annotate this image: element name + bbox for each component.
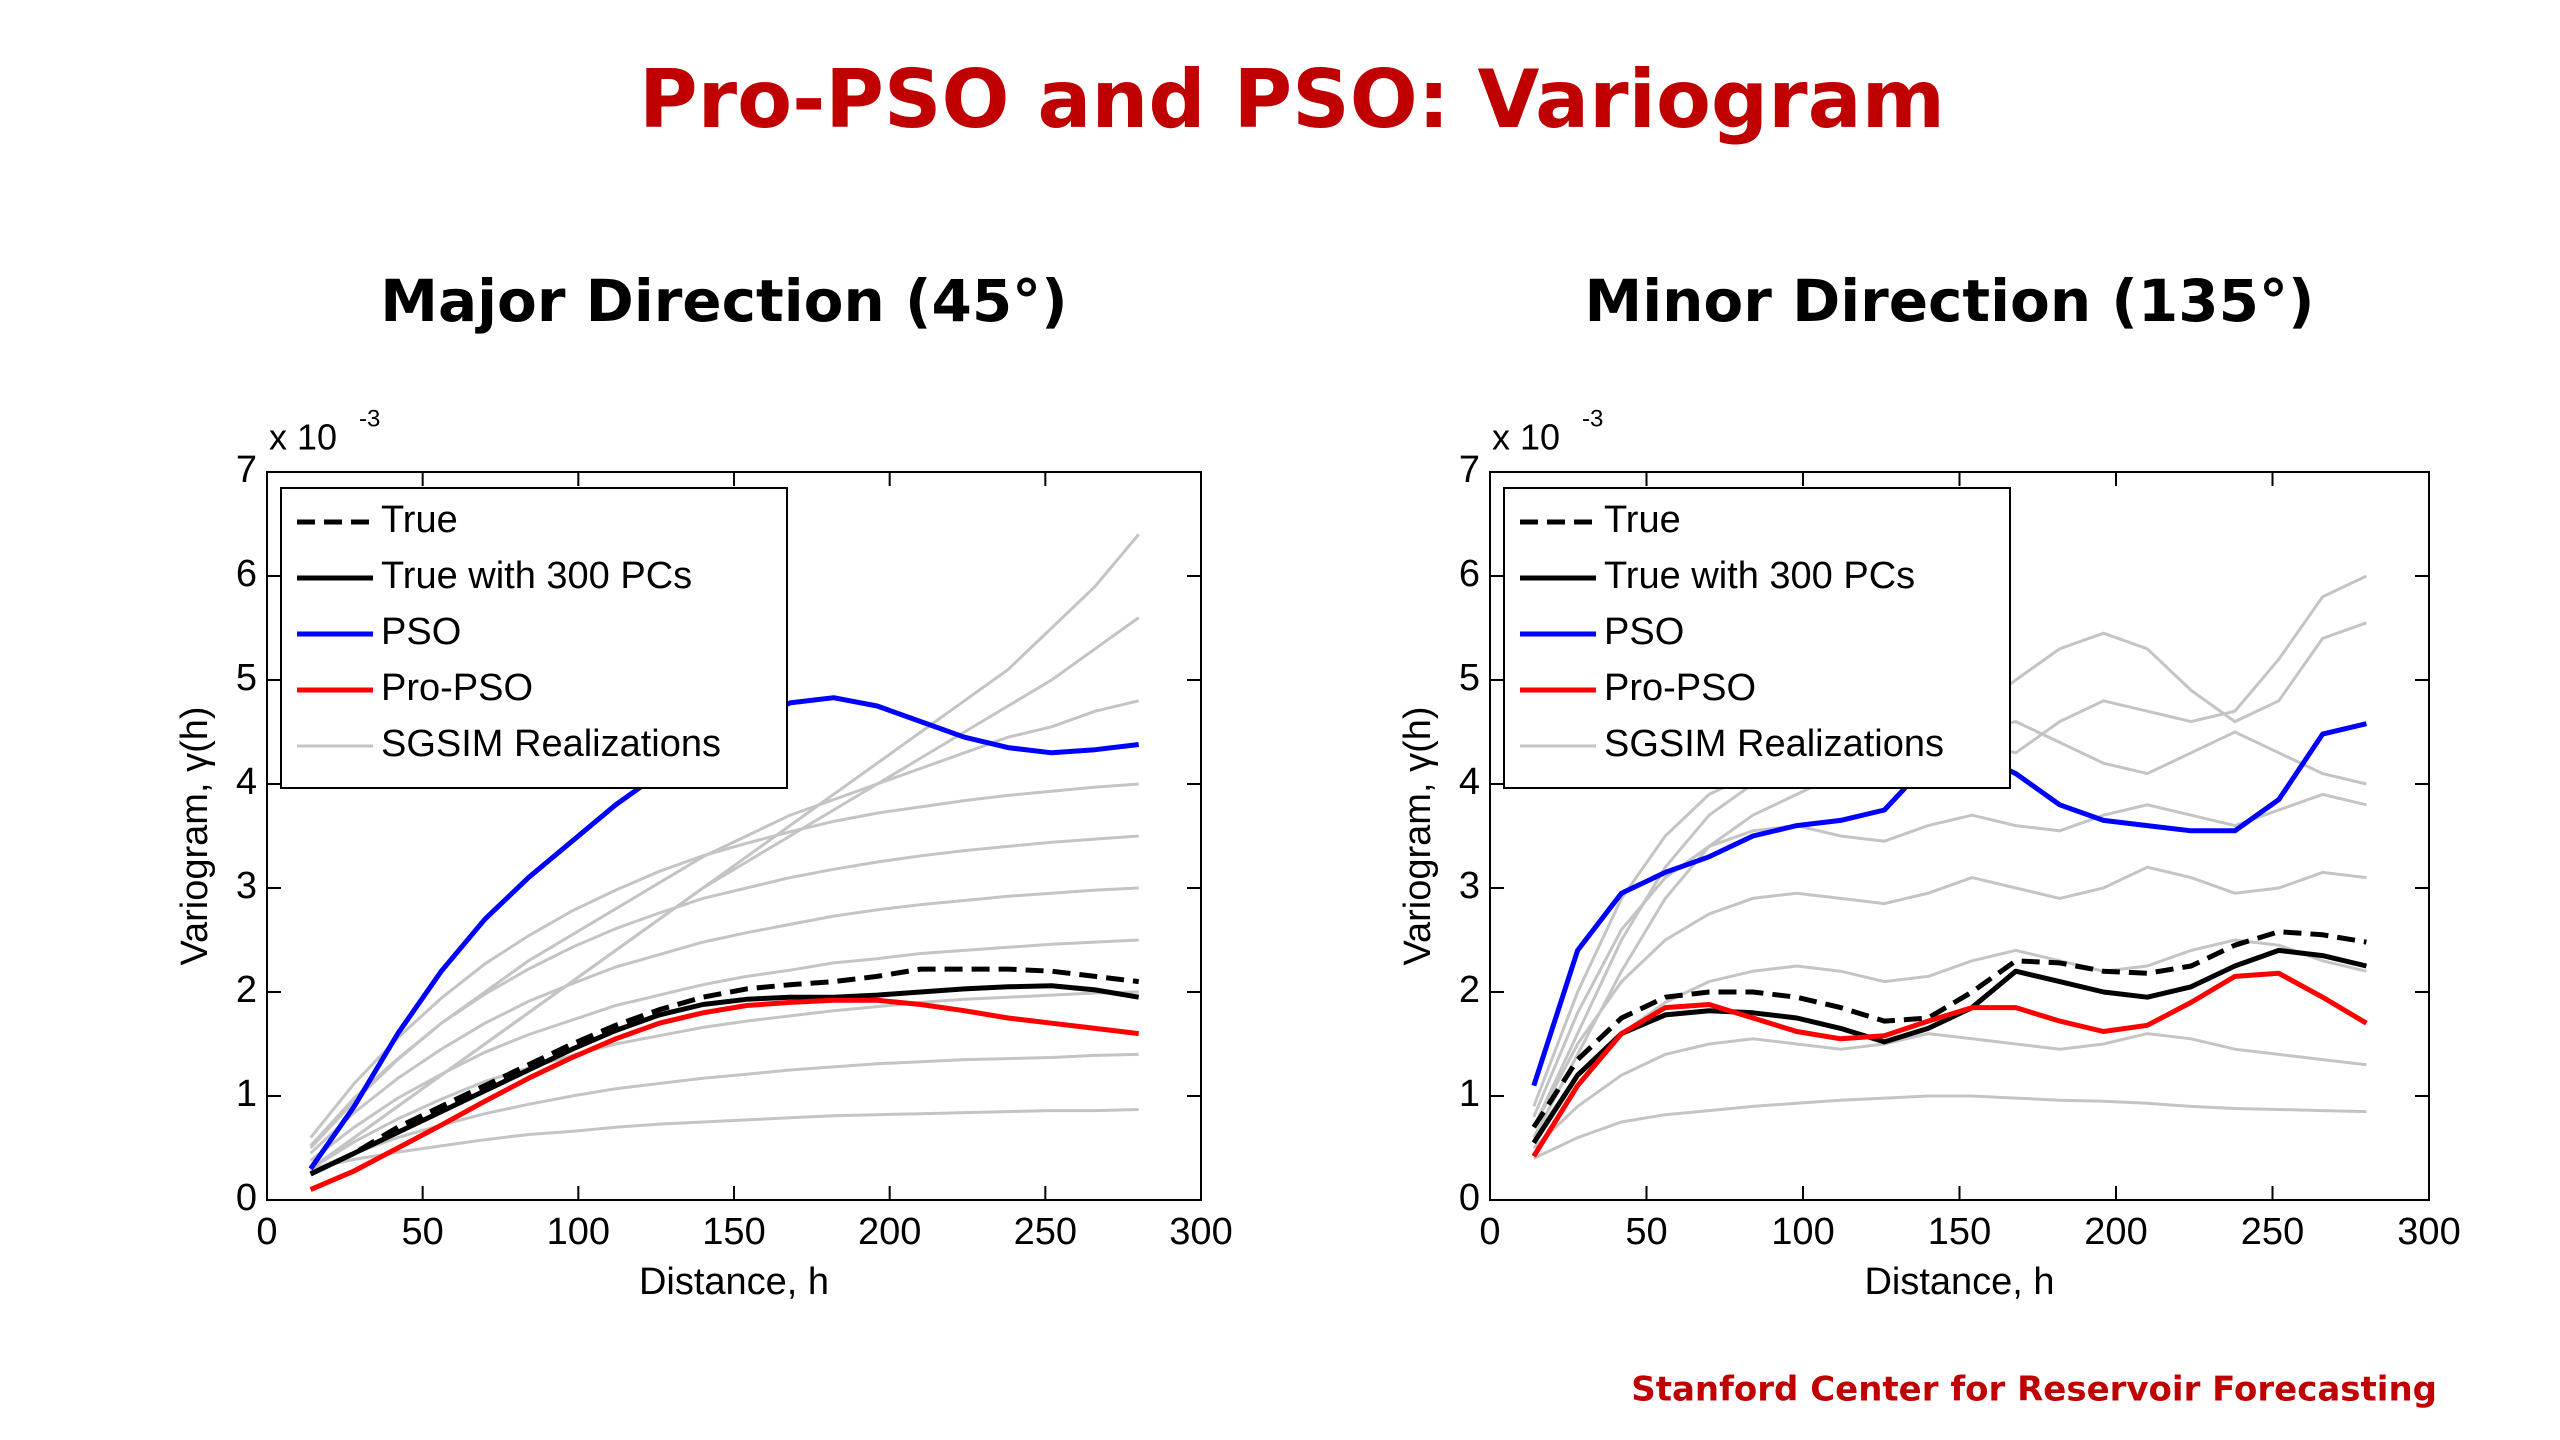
y-tick-label: 2: [1459, 969, 1480, 1011]
chart: Minor Direction (135°)0 50 100 150 200 250 300…: [1397, 267, 2461, 1303]
y-tick-label: 7: [236, 449, 257, 491]
legend-label: True: [1604, 499, 1681, 541]
realization-line: [309, 886, 1139, 1155]
y-tick-label: 0: [236, 1177, 257, 1219]
x-tick-label: 100: [547, 1211, 610, 1253]
exponent-label: x 10: [269, 417, 337, 458]
footer: Stanford Center for Reservoir Forecastin…: [1631, 1370, 2437, 1410]
exponent-label: x 10: [1492, 417, 1560, 458]
y-tick-label: 2: [236, 969, 257, 1011]
realization-line: [309, 533, 1140, 1171]
y-tick-label: 3: [1459, 865, 1480, 907]
y-tick-label: 1: [1459, 1073, 1480, 1115]
legend-label: SGSIM Realizations: [1604, 723, 1944, 765]
realization-line: [309, 990, 1139, 1171]
exponent: -3: [359, 405, 380, 432]
realization-line: [309, 699, 1140, 1150]
chart-title: Minor Direction (135°): [1585, 267, 2315, 335]
y-axis-label: Variogram, γ(h): [1397, 706, 1439, 965]
legend-label: Pro-PSO: [1604, 667, 1756, 709]
x-tick-label: 250: [2241, 1211, 2304, 1253]
x-tick-label: 50: [1625, 1211, 1667, 1253]
legend-box: [1503, 487, 2011, 789]
legend: True True with 300 PCs PSO Pro-PSO SGSIM Rea…: [280, 487, 788, 789]
legend: True True with 300 PCs PSO Pro-PSO SGSIM Rea…: [1503, 487, 2011, 789]
legend-label: True: [381, 499, 458, 541]
chart-title: Major Direction (45°): [380, 267, 1067, 335]
legend-label: True with 300 PCs: [381, 555, 692, 597]
series-line: [1531, 947, 2367, 1145]
realization-line: [310, 1108, 1139, 1171]
x-axis-label: Distance, h: [1864, 1261, 2054, 1303]
legend-label: Pro-PSO: [381, 667, 533, 709]
legend-label: True with 300 PCs: [1604, 555, 1915, 597]
exponent: -3: [1582, 405, 1603, 432]
realization-line: [309, 782, 1139, 1139]
x-tick-label: 300: [2397, 1211, 2460, 1253]
slide-title: Pro-PSO and PSO: Variogram: [639, 53, 1945, 146]
series-line: [1531, 970, 2368, 1158]
x-tick-label: 250: [1014, 1211, 1077, 1253]
legend-label: PSO: [1604, 611, 1684, 653]
y-tick-label: 6: [1459, 553, 1480, 595]
x-tick-label: 150: [1928, 1211, 1991, 1253]
y-tick-label: 1: [236, 1073, 257, 1115]
y-tick-label: 5: [236, 657, 257, 699]
legend-box: [280, 487, 788, 789]
y-tick-label: 6: [236, 553, 257, 595]
y-axis-label: Variogram, γ(h): [174, 706, 216, 965]
series-line: [1531, 929, 2367, 1129]
x-tick-label: 50: [402, 1211, 444, 1253]
x-tick-label: 150: [702, 1211, 765, 1253]
plot: [308, 533, 1140, 1192]
series-line: [309, 966, 1139, 1177]
x-tick-label: 0: [1479, 1211, 1500, 1253]
y-tick-label: 0: [1459, 1177, 1480, 1219]
series-line: [309, 983, 1140, 1177]
y-tick-label: 7: [1459, 449, 1480, 491]
legend-label: SGSIM Realizations: [381, 723, 721, 765]
x-tick-label: 0: [256, 1211, 277, 1253]
y-tick-label: 3: [236, 865, 257, 907]
x-axis-label: Distance, h: [639, 1261, 829, 1303]
realization-line: [1533, 1094, 2367, 1160]
x-tick-label: 200: [858, 1211, 921, 1253]
chart: Major Direction (45°) 0 50 100 150 200 250 300 0…: [174, 267, 1233, 1303]
series-line: [309, 997, 1139, 1192]
x-tick-label: 300: [1169, 1211, 1232, 1253]
y-tick-label: 4: [1459, 761, 1480, 803]
realization-line: [1532, 865, 2367, 1128]
x-tick-label: 200: [2084, 1211, 2147, 1253]
legend-label: PSO: [381, 611, 461, 653]
x-tick-label: 100: [1771, 1211, 1834, 1253]
realization-line: [1532, 938, 2367, 1139]
realization-line: [1532, 1032, 2367, 1150]
plot: [1531, 574, 2368, 1160]
y-tick-label: 5: [1459, 657, 1480, 699]
y-tick-label: 4: [236, 761, 257, 803]
